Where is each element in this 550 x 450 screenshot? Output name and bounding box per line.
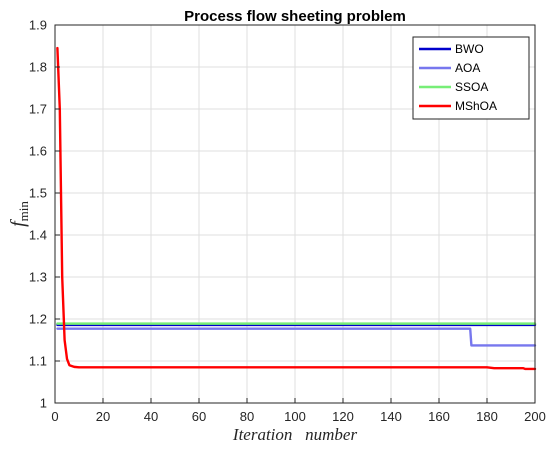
y-axis-label-subscript: min bbox=[16, 201, 31, 222]
y-tick-label: 1.5 bbox=[29, 186, 47, 201]
chart-title: Process flow sheeting problem bbox=[184, 8, 406, 25]
y-tick-label: 1.1 bbox=[29, 354, 47, 369]
series-line-aoa bbox=[56, 327, 537, 347]
x-tick-label: 180 bbox=[476, 409, 498, 424]
x-tick-label: 200 bbox=[524, 409, 546, 424]
y-axis-label-main: f bbox=[7, 219, 29, 227]
series-layer bbox=[56, 46, 537, 371]
x-tick-label: 160 bbox=[428, 409, 450, 424]
y-tick-label: 1.4 bbox=[29, 228, 47, 243]
x-tick-label: 80 bbox=[240, 409, 254, 424]
y-tick-label: 1.7 bbox=[29, 102, 47, 117]
y-tick-label: 1.9 bbox=[29, 18, 47, 33]
x-tick-label: 100 bbox=[284, 409, 306, 424]
svg-text:fmin: fmin bbox=[7, 201, 31, 227]
x-tick-label: 40 bbox=[144, 409, 158, 424]
y-tick-label: 1.8 bbox=[29, 60, 47, 75]
y-tick-label: 1.6 bbox=[29, 144, 47, 159]
x-tick-label: 120 bbox=[332, 409, 354, 424]
x-tick-label: 60 bbox=[192, 409, 206, 424]
legend-label-bwo: BWO bbox=[455, 42, 484, 56]
y-tick-label: 1 bbox=[40, 396, 47, 411]
legend-label-mshoa: MShOA bbox=[455, 99, 497, 113]
series-line-mshoa bbox=[56, 46, 537, 371]
y-axis-label: fmin bbox=[7, 201, 31, 227]
y-axis-ticks: 1 1.1 1.2 1.3 1.4 1.5 1.6 1.7 1.8 1.9 bbox=[29, 18, 60, 411]
x-axis-label: Iteration number bbox=[232, 425, 358, 444]
legend: BWO AOA SSOA MShOA bbox=[412, 36, 530, 120]
x-tick-label: 20 bbox=[96, 409, 110, 424]
x-tick-label: 140 bbox=[380, 409, 402, 424]
x-tick-label: 0 bbox=[51, 409, 58, 424]
y-tick-label: 1.2 bbox=[29, 312, 47, 327]
y-tick-label: 1.3 bbox=[29, 270, 47, 285]
legend-label-ssoa: SSOA bbox=[455, 80, 488, 94]
legend-label-aoa: AOA bbox=[455, 61, 480, 75]
x-axis-ticks: 0 20 40 60 80 100 120 140 160 180 200 bbox=[51, 398, 546, 424]
